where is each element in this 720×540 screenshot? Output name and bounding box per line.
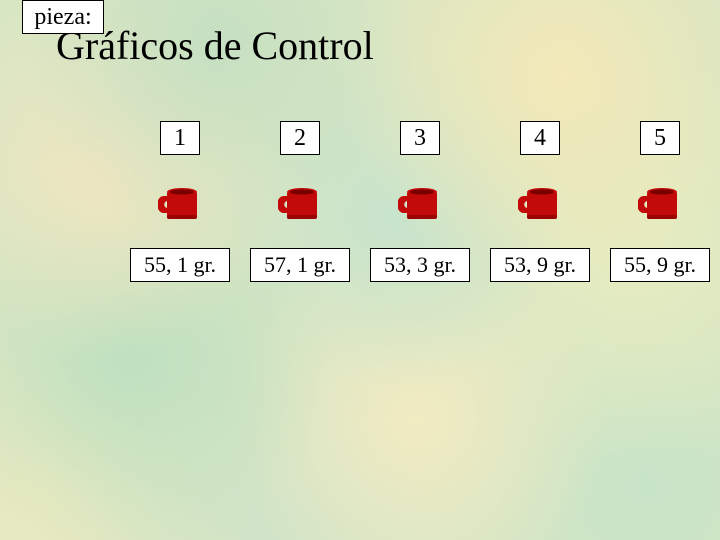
mug-icon: [278, 183, 322, 223]
piece-value: 53, 9 gr.: [490, 248, 590, 282]
piece-icon: [398, 183, 442, 223]
piece-value: 55, 9 gr.: [610, 248, 710, 282]
piece-icon: [638, 183, 682, 223]
piece-number: 2: [280, 121, 320, 155]
mug-icon: [638, 183, 682, 223]
piece-number: 4: [520, 121, 560, 155]
piece-value: 57, 1 gr.: [250, 248, 350, 282]
piece-number: 1: [160, 121, 200, 155]
mug-icon: [398, 183, 442, 223]
pieza-label: pieza:: [22, 0, 104, 34]
mug-icon: [158, 183, 202, 223]
piece-icon: [158, 183, 202, 223]
piece-number: 3: [400, 121, 440, 155]
piece-value: 55, 1 gr.: [130, 248, 230, 282]
piece-icon: [518, 183, 562, 223]
piece-value: 53, 3 gr.: [370, 248, 470, 282]
mug-icon: [518, 183, 562, 223]
piece-icon: [278, 183, 322, 223]
piece-number: 5: [640, 121, 680, 155]
